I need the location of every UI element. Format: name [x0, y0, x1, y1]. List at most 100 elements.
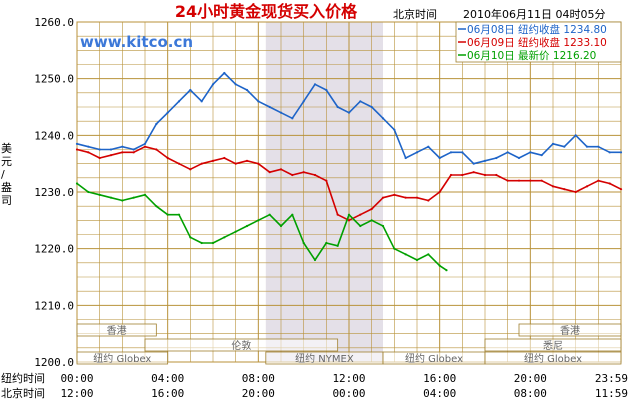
bj-time-tick: 08:00: [514, 387, 547, 400]
data-point: [495, 156, 498, 160]
data-point: [336, 213, 339, 216]
session-label: 纽约 NYMEX: [295, 352, 354, 365]
data-point: [121, 145, 124, 148]
data-point: [529, 151, 532, 154]
data-point: [155, 205, 158, 208]
data-point: [132, 196, 135, 199]
data-point: [574, 134, 577, 137]
data-point: [506, 151, 509, 154]
data-point: [619, 188, 623, 191]
y-tick-label: 1260.0: [34, 16, 74, 29]
data-point: [87, 151, 90, 154]
svg-text:美元/盎司: 美元/盎司: [1, 142, 12, 207]
session-label: 香港: [560, 325, 580, 337]
data-point: [461, 151, 464, 154]
data-point: [393, 128, 396, 131]
data-point: [359, 213, 362, 216]
data-point: [155, 122, 158, 126]
data-point: [359, 224, 362, 228]
data-point: [359, 100, 362, 103]
data-point: [302, 241, 305, 245]
data-point: [495, 173, 498, 177]
data-point: [438, 156, 441, 160]
session-bar: [518, 323, 622, 337]
data-point: [427, 145, 430, 148]
data-point: [381, 224, 385, 228]
data-point: [98, 193, 101, 196]
data-point: [166, 213, 169, 216]
data-point: [313, 173, 317, 177]
data-point: [143, 142, 147, 145]
ny-time-tick: 08:00: [242, 372, 275, 385]
data-point: [87, 190, 90, 194]
session-label: 纽约 Globex: [524, 352, 582, 365]
data-point: [449, 173, 453, 177]
data-point: [121, 199, 124, 202]
y-tick-label: 1220.0: [34, 243, 74, 256]
data-point: [302, 100, 305, 103]
bj-time-label: 北京时间: [1, 386, 45, 400]
data-point: [461, 173, 464, 177]
clock-label: 北京时间: [393, 7, 437, 21]
data-point: [291, 173, 294, 177]
data-point: [200, 162, 203, 165]
y-axis-ticks: 1200.0 1210.0 1220.0 1230.0 1240.0 1250.0 1260…: [34, 16, 74, 369]
data-point: [75, 142, 79, 145]
data-point: [166, 111, 169, 114]
data-point: [445, 269, 448, 272]
data-point: [234, 162, 237, 165]
data-point: [540, 154, 543, 157]
ny-time-tick: 16:00: [423, 372, 456, 385]
bj-time-tick: 20:00: [242, 387, 275, 400]
bj-time-tick: 16:00: [151, 387, 184, 400]
bj-time-tick: 00:00: [332, 387, 365, 400]
data-point: [608, 182, 611, 185]
data-point: [302, 171, 305, 174]
data-point: [336, 105, 339, 109]
bj-time-tick: 11:59: [595, 387, 628, 400]
ny-time-tick: 12:00: [332, 372, 365, 385]
data-point: [393, 247, 396, 250]
data-point: [98, 156, 101, 160]
data-point: [245, 159, 249, 162]
session-label: 香港: [107, 325, 127, 337]
data-point: [563, 188, 566, 191]
data-point: [608, 151, 611, 154]
data-point: [483, 173, 487, 177]
ylabel-char: 元: [1, 155, 12, 168]
data-point: [427, 199, 430, 202]
series-line-3: [76, 182, 447, 271]
data-point: [517, 156, 521, 160]
session-label: 悉尼: [543, 340, 563, 352]
ny-time-tick: 20:00: [514, 372, 547, 385]
data-point: [597, 179, 600, 182]
y-tick-label: 1210.0: [34, 299, 74, 312]
x-axis-ticks: 00:00 12:00 04:00 16:00 08:00 20:00 12:00 00:00…: [60, 372, 628, 400]
data-point: [200, 100, 203, 103]
data-point: [87, 145, 90, 148]
data-point: [415, 151, 419, 154]
data-point: [585, 185, 589, 188]
session-label: 伦敦: [231, 339, 251, 352]
data-point: [132, 151, 135, 154]
data-point: [551, 185, 555, 188]
data-point: [257, 219, 260, 222]
data-point: [257, 162, 260, 165]
data-point: [109, 148, 113, 151]
data-point: [211, 241, 215, 245]
legend-entry: 06月09日 纽约收盘 1233.10: [467, 36, 607, 49]
y-tick-label: 1240.0: [34, 129, 74, 142]
data-point: [619, 151, 623, 154]
y-tick-label: 1230.0: [34, 186, 74, 199]
data-point: [291, 117, 294, 120]
data-point: [347, 219, 351, 222]
session-bar: [76, 351, 169, 365]
data-point: [483, 159, 487, 162]
data-point: [529, 179, 532, 182]
timestamp: 2010年06月11日 04时05分: [463, 7, 605, 21]
data-point: [325, 88, 328, 92]
ylabel-char: 美: [1, 142, 12, 155]
data-point: [189, 168, 192, 171]
